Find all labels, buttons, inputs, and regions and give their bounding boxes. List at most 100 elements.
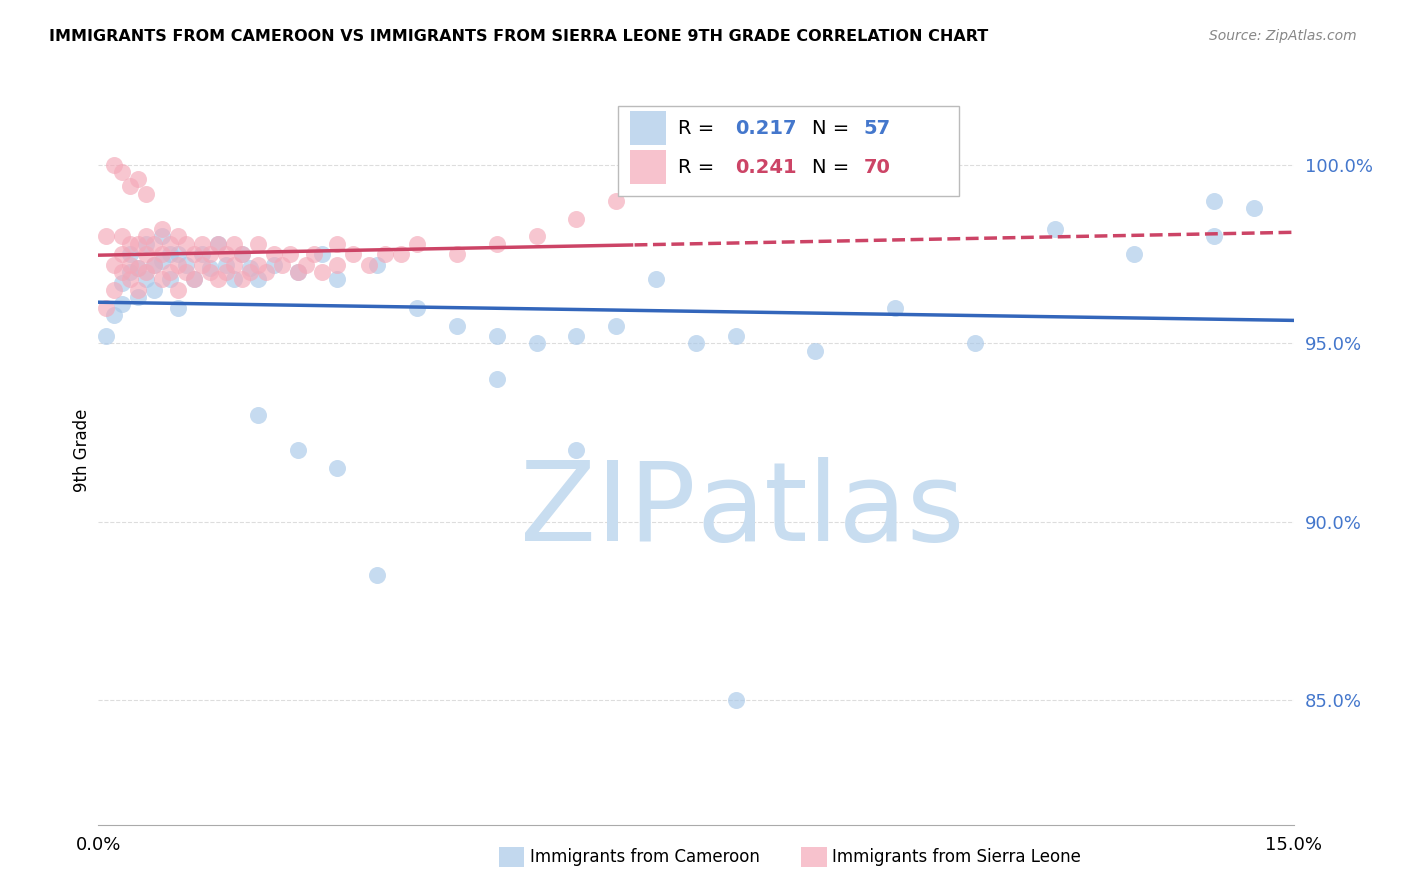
Point [96, 329, 118, 343]
Point [1202, 229, 1225, 244]
Point [294, 258, 316, 272]
Point [207, 272, 229, 286]
Point [215, 258, 238, 272]
Point [120, 265, 142, 279]
Point [135, 236, 157, 251]
Point [884, 301, 907, 315]
Point [254, 265, 277, 279]
Point [159, 236, 181, 251]
Point [96, 229, 118, 244]
Point [326, 258, 349, 272]
Point [231, 272, 253, 286]
Point [174, 236, 197, 251]
Point [342, 247, 364, 261]
Point [389, 247, 412, 261]
Point [127, 290, 149, 304]
Point [150, 229, 173, 244]
Point [167, 229, 190, 244]
Point [302, 247, 325, 261]
Point [143, 283, 166, 297]
Point [111, 265, 134, 279]
Point [103, 258, 125, 272]
Point [406, 236, 429, 251]
Point [1123, 247, 1146, 261]
Text: 57: 57 [863, 119, 890, 137]
Point [167, 301, 190, 315]
Point [485, 236, 508, 251]
Point [231, 247, 253, 261]
Point [167, 258, 190, 272]
Point [804, 343, 827, 358]
Point [1202, 194, 1225, 208]
Point [207, 236, 229, 251]
Point [120, 179, 142, 194]
Point [263, 247, 285, 261]
Point [246, 272, 269, 286]
Point [111, 229, 134, 244]
Text: N =: N = [811, 119, 855, 137]
Point [120, 272, 142, 286]
Text: N =: N = [811, 158, 855, 177]
Point [359, 258, 381, 272]
Point [150, 247, 173, 261]
Point [159, 265, 181, 279]
FancyBboxPatch shape [619, 106, 959, 195]
Point [135, 265, 157, 279]
Point [246, 236, 269, 251]
Point [446, 318, 468, 333]
Point [263, 258, 285, 272]
Point [183, 272, 205, 286]
Point [326, 461, 349, 475]
Text: 0.241: 0.241 [735, 158, 797, 177]
Text: Immigrants from Sierra Leone: Immigrants from Sierra Leone [832, 848, 1081, 866]
Point [198, 265, 221, 279]
Point [326, 272, 349, 286]
Point [446, 247, 468, 261]
Point [111, 165, 134, 179]
Bar [630, 112, 666, 145]
Point [127, 236, 149, 251]
Point [120, 258, 142, 272]
Point [645, 272, 668, 286]
Point [198, 247, 221, 261]
Point [174, 265, 197, 279]
Point [685, 336, 707, 351]
Point [485, 372, 508, 386]
Point [198, 261, 221, 276]
Point [565, 443, 588, 458]
Point [366, 568, 388, 582]
Point [103, 283, 125, 297]
Point [239, 261, 262, 276]
Point [167, 247, 190, 261]
Point [191, 258, 214, 272]
Point [183, 272, 205, 286]
Point [565, 211, 588, 226]
Point [207, 236, 229, 251]
Point [159, 247, 181, 261]
Point [526, 336, 548, 351]
Point [222, 272, 245, 286]
Point [120, 236, 142, 251]
Point [270, 258, 292, 272]
Text: R =: R = [678, 158, 720, 177]
Point [111, 297, 134, 311]
Point [326, 236, 349, 251]
Point [963, 336, 986, 351]
Point [406, 301, 429, 315]
Point [135, 229, 157, 244]
Point [239, 265, 262, 279]
Text: Source: ZipAtlas.com: Source: ZipAtlas.com [1209, 29, 1357, 43]
Point [1043, 222, 1066, 236]
Point [215, 265, 238, 279]
Point [724, 693, 747, 707]
Point [174, 258, 197, 272]
Point [96, 301, 118, 315]
Point [127, 261, 149, 276]
Point [526, 229, 548, 244]
Point [183, 247, 205, 261]
Text: IMMIGRANTS FROM CAMEROON VS IMMIGRANTS FROM SIERRA LEONE 9TH GRADE CORRELATION C: IMMIGRANTS FROM CAMEROON VS IMMIGRANTS F… [49, 29, 988, 44]
Point [724, 329, 747, 343]
Point [127, 261, 149, 276]
Point [565, 329, 588, 343]
Point [311, 247, 333, 261]
